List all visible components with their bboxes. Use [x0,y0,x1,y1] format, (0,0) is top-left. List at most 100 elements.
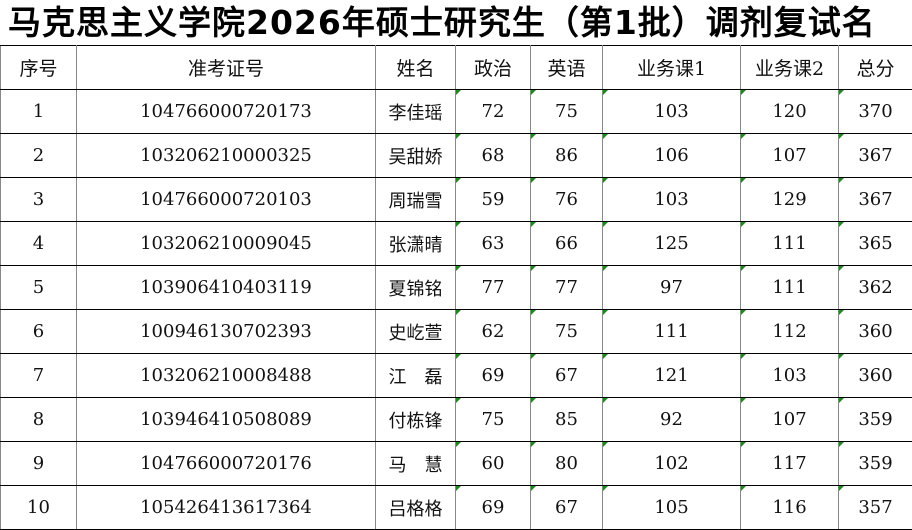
column-header[interactable]: 准考证号 [76,45,376,90]
table-cell[interactable]: 3 [0,177,77,222]
column-header[interactable]: 业务课2 [740,45,839,90]
table-cell[interactable]: 359 [838,441,912,486]
column-header[interactable]: 序号 [0,45,77,90]
table-cell[interactable]: 365 [838,221,912,266]
table-row: 8 103946410508089 付栋锋 75 85 92 107 359 [0,397,912,442]
table-cell[interactable]: 72 [455,89,531,134]
table-cell[interactable]: 360 [838,309,912,354]
table-row: 7 103206210008488 江 磊 69 67 121 103 360 [0,353,912,398]
table-cell[interactable]: 5 [0,265,77,310]
table-cell[interactable]: 77 [455,265,531,310]
table-cell[interactable]: 66 [530,221,603,266]
table-cell[interactable]: 111 [740,221,839,266]
table-cell[interactable]: 103206210008488 [76,353,376,398]
table-cell[interactable]: 103 [740,353,839,398]
table-cell[interactable]: 1 [0,89,77,134]
table-cell[interactable]: 116 [740,485,839,530]
table-cell[interactable]: 100946130702393 [76,309,376,354]
table-row: 10 105426413617364 吕格格 69 67 105 116 357 [0,485,912,530]
table-cell[interactable]: 马 慧 [375,441,456,486]
table-cell[interactable]: 江 磊 [375,353,456,398]
table-cell[interactable]: 6 [0,309,77,354]
table-cell[interactable]: 67 [530,485,603,530]
table-row: 2 103206210000325 吴甜娇 68 86 106 107 367 [0,133,912,178]
table-cell[interactable]: 121 [602,353,741,398]
sheet-title: 马克思主义学院2026年硕士研究生（第1批）调剂复试名 [8,3,876,42]
table-cell[interactable]: 67 [530,353,603,398]
column-header[interactable]: 姓名 [375,45,456,90]
table-cell[interactable]: 吴甜娇 [375,133,456,178]
table-row: 6 100946130702393 史屹萱 62 75 111 112 360 [0,309,912,354]
table-cell[interactable]: 367 [838,133,912,178]
table-cell[interactable]: 9 [0,441,77,486]
table-cell[interactable]: 80 [530,441,603,486]
table-cell[interactable]: 107 [740,133,839,178]
table-cell[interactable]: 付栋锋 [375,397,456,442]
table-cell[interactable]: 2 [0,133,77,178]
table-cell[interactable]: 103206210000325 [76,133,376,178]
column-header[interactable]: 英语 [530,45,603,90]
table-cell[interactable]: 105 [602,485,741,530]
table-cell[interactable]: 59 [455,177,531,222]
table-cell[interactable]: 史屹萱 [375,309,456,354]
table-cell[interactable]: 92 [602,397,741,442]
table-cell[interactable]: 85 [530,397,603,442]
table-cell[interactable]: 107 [740,397,839,442]
table-cell[interactable]: 62 [455,309,531,354]
table-cell[interactable]: 69 [455,353,531,398]
table-cell[interactable]: 76 [530,177,603,222]
table-row: 9 104766000720176 马 慧 60 80 102 117 359 [0,441,912,486]
table-row: 4 103206210009045 张潇晴 63 66 125 111 365 [0,221,912,266]
table-cell[interactable]: 8 [0,397,77,442]
table-row: 1 104766000720173 李佳瑶 72 75 103 120 370 [0,89,912,134]
table-cell[interactable]: 69 [455,485,531,530]
table-cell[interactable]: 111 [602,309,741,354]
table-cell[interactable]: 10 [0,485,77,530]
table-cell[interactable]: 370 [838,89,912,134]
table-cell[interactable]: 120 [740,89,839,134]
table-cell[interactable]: 77 [530,265,603,310]
table-cell[interactable]: 360 [838,353,912,398]
table-cell[interactable]: 359 [838,397,912,442]
table-cell[interactable]: 李佳瑶 [375,89,456,134]
table-cell[interactable]: 63 [455,221,531,266]
table-cell[interactable]: 357 [838,485,912,530]
table-cell[interactable]: 75 [530,89,603,134]
table-cell[interactable]: 103206210009045 [76,221,376,266]
table-cell[interactable]: 夏锦铭 [375,265,456,310]
table-row: 3 104766000720103 周瑞雪 59 76 103 129 367 [0,177,912,222]
table-cell[interactable]: 86 [530,133,603,178]
table-cell[interactable]: 103 [602,89,741,134]
table-cell[interactable]: 68 [455,133,531,178]
table-cell[interactable]: 105426413617364 [76,485,376,530]
table-cell[interactable]: 60 [455,441,531,486]
column-header[interactable]: 总分 [838,45,912,90]
table-cell[interactable]: 125 [602,221,741,266]
table-cell[interactable]: 104766000720173 [76,89,376,134]
table-cell[interactable]: 吕格格 [375,485,456,530]
header-row: 序号 准考证号 姓名 政治 英语 业务课1 业务课2 总分 [0,45,912,90]
table-cell[interactable]: 4 [0,221,77,266]
table-cell[interactable]: 103906410403119 [76,265,376,310]
table-cell[interactable]: 117 [740,441,839,486]
table-cell[interactable]: 103946410508089 [76,397,376,442]
table-cell[interactable]: 周瑞雪 [375,177,456,222]
table-cell[interactable]: 129 [740,177,839,222]
table-cell[interactable]: 75 [530,309,603,354]
table-cell[interactable]: 112 [740,309,839,354]
table-cell[interactable]: 7 [0,353,77,398]
table-cell[interactable]: 张潇晴 [375,221,456,266]
table-cell[interactable]: 362 [838,265,912,310]
table-row: 5 103906410403119 夏锦铭 77 77 97 111 362 [0,265,912,310]
table-cell[interactable]: 102 [602,441,741,486]
table-cell[interactable]: 103 [602,177,741,222]
table-cell[interactable]: 97 [602,265,741,310]
table-cell[interactable]: 104766000720103 [76,177,376,222]
table-cell[interactable]: 367 [838,177,912,222]
table-cell[interactable]: 104766000720176 [76,441,376,486]
column-header[interactable]: 业务课1 [602,45,741,90]
column-header[interactable]: 政治 [455,45,531,90]
table-cell[interactable]: 111 [740,265,839,310]
table-cell[interactable]: 75 [455,397,531,442]
table-cell[interactable]: 106 [602,133,741,178]
